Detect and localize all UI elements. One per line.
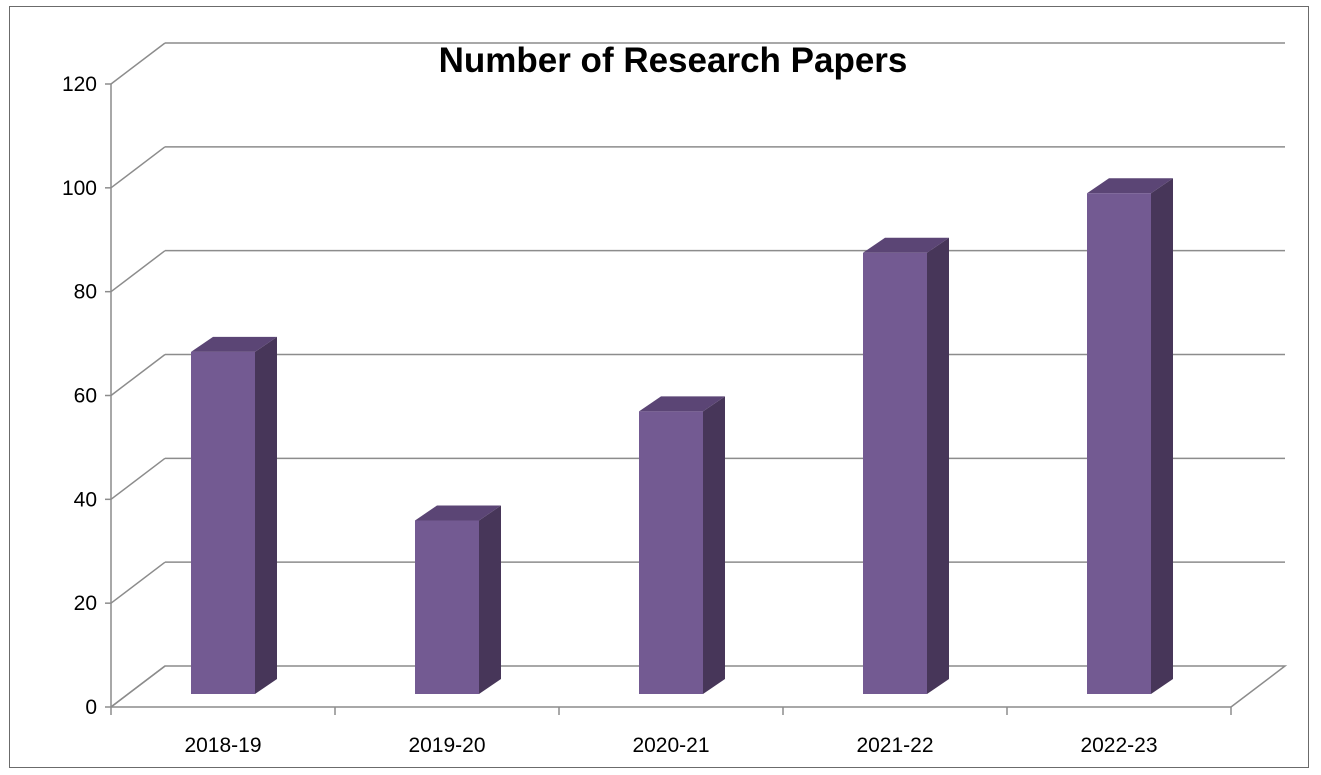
y-tick-label: 120 [62, 73, 97, 96]
bar-side-face [927, 237, 949, 694]
bar-side-face [703, 396, 725, 694]
x-tick-label: 2021-22 [856, 734, 933, 757]
bar-top-face [191, 336, 277, 352]
bar-2021-22 [863, 237, 949, 694]
bar-side-face [1151, 178, 1173, 694]
bar-front-face [191, 351, 255, 694]
bar-front-face [639, 411, 703, 694]
y-tick-label: 20 [74, 592, 97, 615]
y-tick-label: 80 [74, 281, 97, 304]
gridline-diagonal [110, 250, 166, 293]
bar-top-face [863, 237, 949, 253]
gridline-diagonal [110, 42, 166, 85]
y-tick-label: 60 [74, 385, 97, 408]
tick-labels: 0 20 40 60 80 100 120 2018-19 2019-20 2020-21 2021… [62, 73, 1158, 757]
bar-front-face [863, 252, 927, 694]
bar-top-face [415, 505, 501, 521]
bar-side-face [255, 336, 277, 694]
x-tick-label: 2022-23 [1080, 734, 1157, 757]
bar-front-face [415, 520, 479, 694]
axes [105, 83, 1232, 715]
y-tick-label: 0 [85, 696, 97, 719]
bar-2019-20 [415, 505, 501, 694]
x-tick-label: 2020-21 [632, 734, 709, 757]
bar-2020-21 [639, 396, 725, 694]
y-tick-label: 100 [62, 177, 97, 200]
chart-title: Number of Research Papers [439, 41, 908, 80]
gridline-diagonal [110, 561, 166, 604]
bar-top-face [1087, 178, 1173, 194]
gridline-diagonal [110, 457, 166, 500]
bar-2018-19 [191, 336, 277, 694]
x-tick-label: 2018-19 [184, 734, 261, 757]
bar-front-face [1087, 193, 1151, 694]
bars [191, 178, 1173, 694]
y-tick-label: 40 [74, 488, 97, 511]
gridline-diagonal [110, 353, 166, 397]
gridline-diagonal [110, 146, 166, 189]
x-tick-label: 2019-20 [408, 734, 485, 757]
bar-side-face [479, 505, 501, 694]
bar-2022-23 [1087, 178, 1173, 694]
bar-top-face [639, 396, 725, 412]
